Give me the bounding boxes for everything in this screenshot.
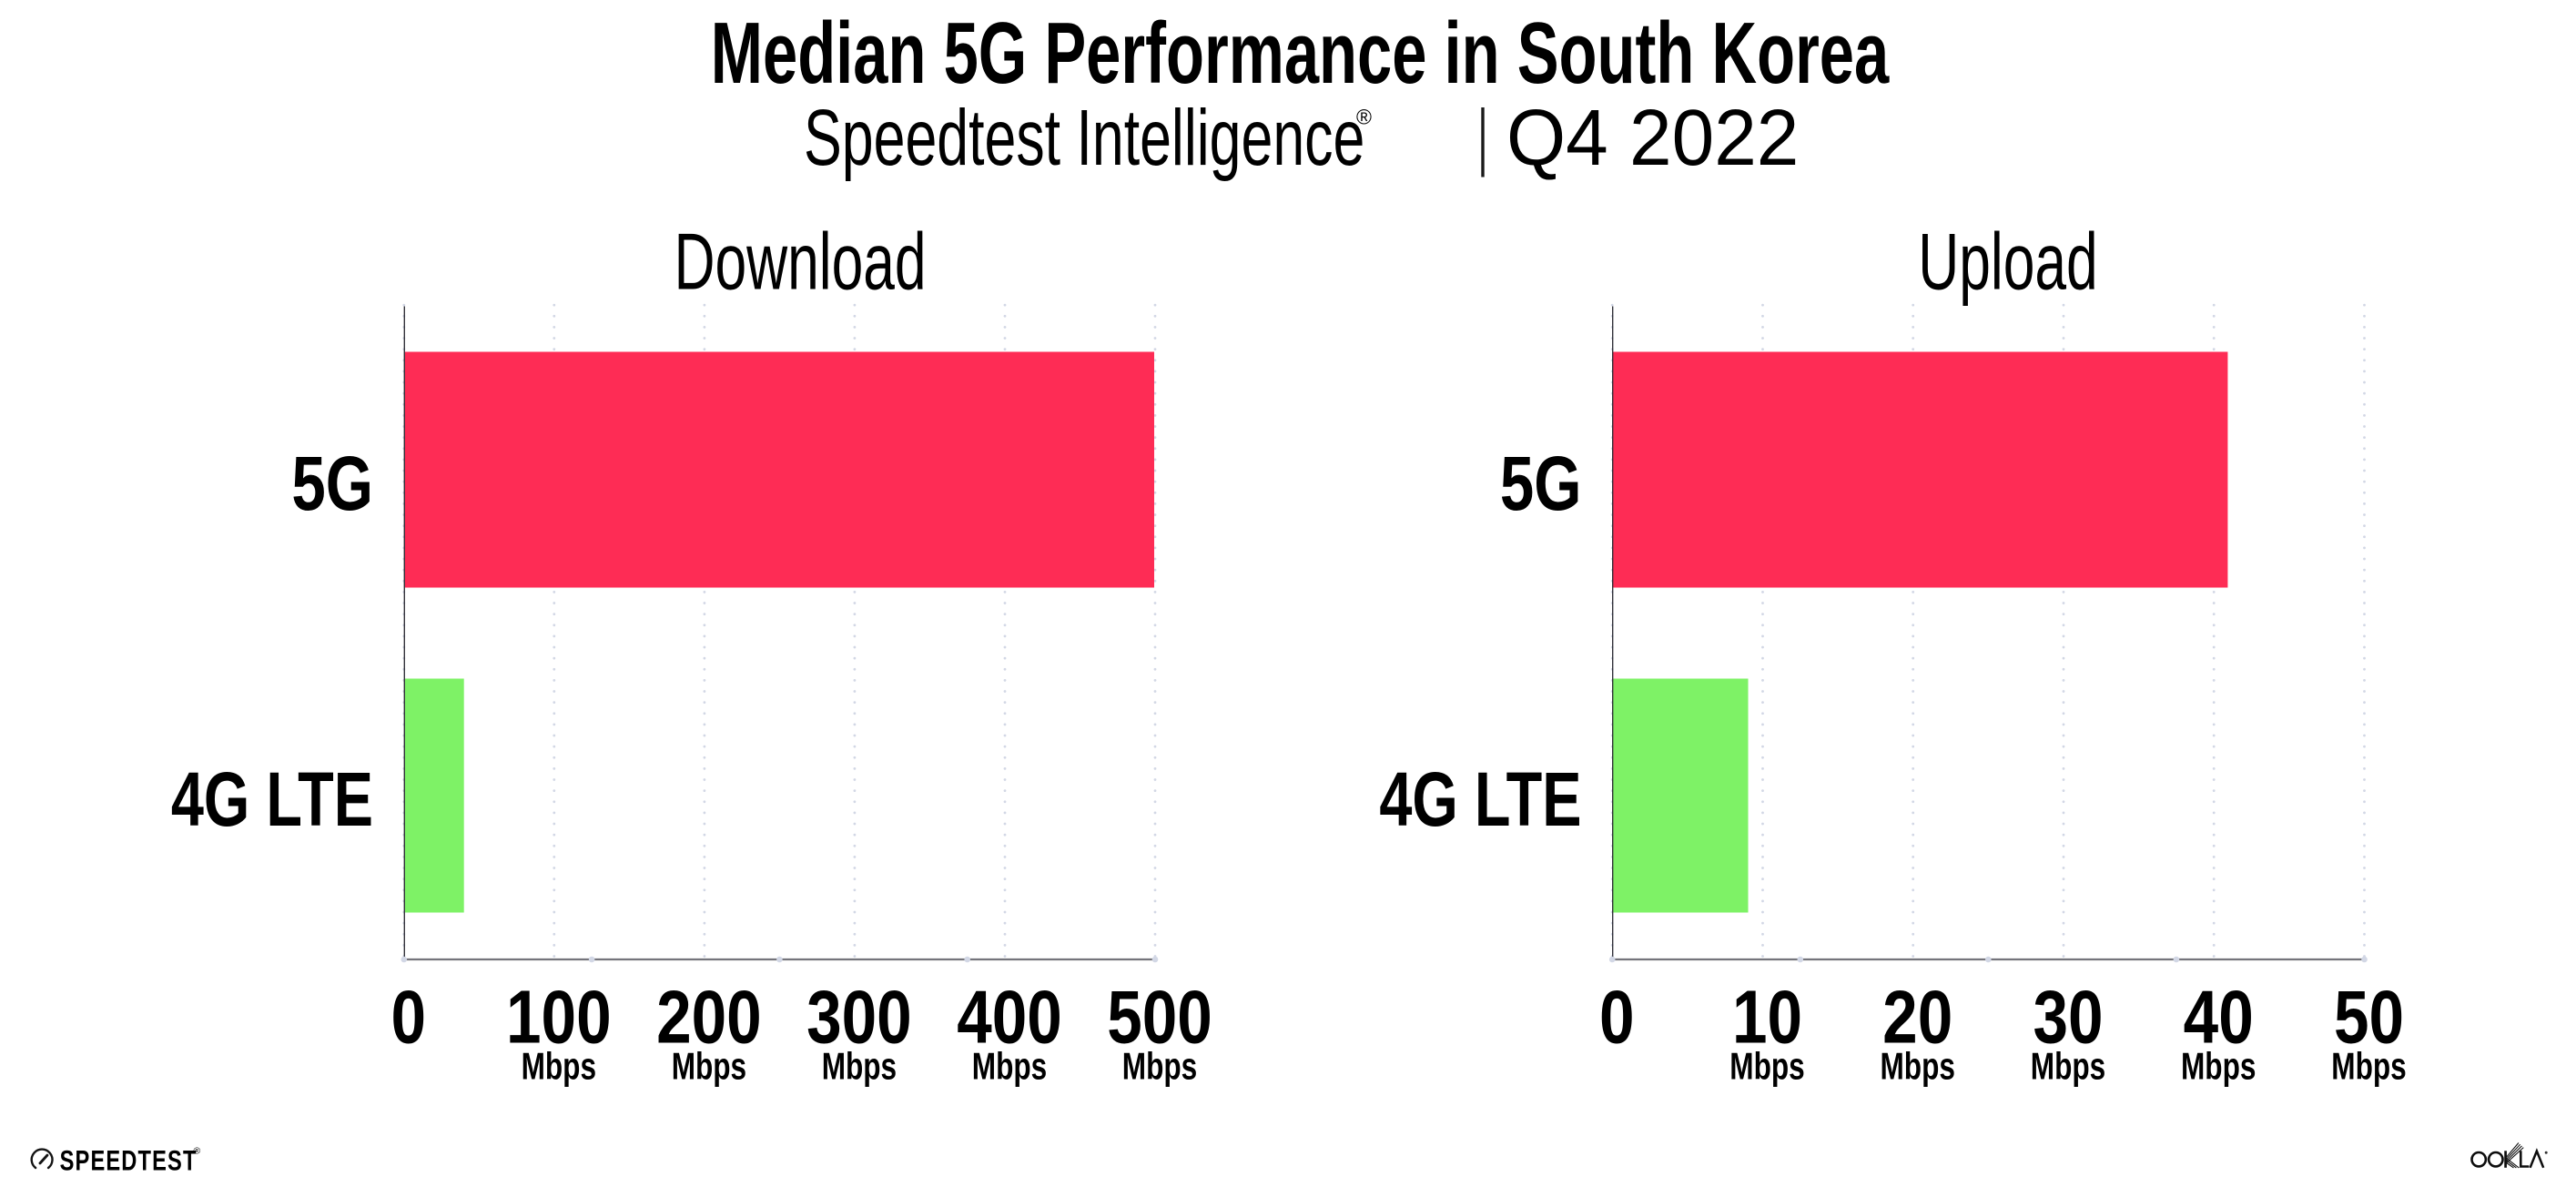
svg-text:500: 500 (1107, 976, 1212, 1060)
svg-text:400: 400 (957, 976, 1062, 1060)
svg-text:Mbps: Mbps (672, 1044, 746, 1087)
svg-text:Mbps: Mbps (2181, 1044, 2256, 1087)
svg-text:100: 100 (506, 976, 612, 1060)
svg-text:30: 30 (2033, 976, 2103, 1060)
svg-text:Mbps: Mbps (1729, 1044, 1804, 1087)
svg-text:50: 50 (2334, 976, 2404, 1060)
svg-text:4G LTE: 4G LTE (1379, 756, 1581, 842)
svg-text:Q4 2022: Q4 2022 (1506, 95, 1799, 183)
svg-text:5G: 5G (291, 441, 373, 527)
svg-text:Mbps: Mbps (972, 1044, 1047, 1087)
svg-text:Upload: Upload (1918, 218, 2097, 307)
svg-text:Speedtest Intelligence: Speedtest Intelligence (804, 94, 1364, 183)
svg-text:0: 0 (391, 976, 427, 1060)
svg-text:®: ® (194, 1146, 201, 1157)
svg-text:Mbps: Mbps (1880, 1044, 1954, 1087)
svg-text:SPEEDTEST: SPEEDTEST (60, 1144, 198, 1176)
svg-text:200: 200 (656, 976, 762, 1060)
svg-text:20: 20 (1882, 976, 1952, 1060)
svg-text:Mbps: Mbps (2331, 1044, 2406, 1087)
svg-text:Download: Download (674, 218, 926, 307)
svg-text:Mbps: Mbps (822, 1044, 897, 1087)
svg-text:4G LTE: 4G LTE (171, 756, 373, 842)
svg-text:0: 0 (1599, 976, 1635, 1060)
svg-text:Median 5G Performance in South: Median 5G Performance in South Korea (711, 4, 1890, 102)
svg-text:Mbps: Mbps (2031, 1044, 2105, 1087)
svg-text:5G: 5G (1500, 441, 1582, 527)
svg-text:®: ® (1356, 106, 1372, 129)
svg-text:40: 40 (2184, 976, 2254, 1060)
svg-text:Mbps: Mbps (1122, 1044, 1197, 1087)
svg-text:300: 300 (806, 976, 912, 1060)
svg-text:10: 10 (1732, 976, 1802, 1060)
svg-text:Mbps: Mbps (522, 1044, 596, 1087)
